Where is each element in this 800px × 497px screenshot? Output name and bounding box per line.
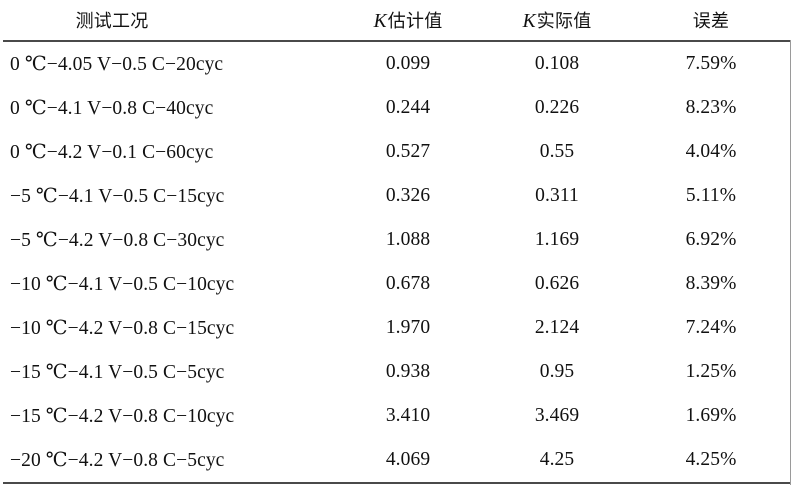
- cell-k-actual: 4.25: [483, 438, 631, 484]
- k-symbol-actual: K: [522, 11, 536, 32]
- cell-error: 8.23%: [685, 97, 737, 118]
- table-row: −10 ℃−4.2 V−0.8 C−15cyc 1.970 2.124 7.24%: [3, 306, 791, 350]
- cell-k-estimated: 0.326: [385, 185, 431, 206]
- column-header-k-actual-label: 实际值: [536, 11, 592, 32]
- cell-k-estimated: 1.970: [385, 317, 431, 338]
- table-body: 0 ℃−4.05 V−0.5 C−20cyc 0.099 0.108 7.59% 0 ℃…: [3, 41, 791, 484]
- cell-k-actual: 3.469: [534, 405, 580, 426]
- cell-condition: 0 ℃−4.2 V−0.1 C−60cyc: [10, 142, 214, 163]
- results-table: 测试工况 K估计值 K实际值 误差 0 ℃−4.05 V−0.5 C−20cyc…: [3, 0, 791, 484]
- cell-k-actual: 2.124: [534, 317, 580, 338]
- cell-error: 6.92%: [685, 229, 737, 250]
- table-right-border: [790, 40, 791, 485]
- cell-condition: −20 ℃−4.2 V−0.8 C−5cyc: [3, 438, 333, 484]
- table-row: 0 ℃−4.1 V−0.8 C−40cyc 0.244 0.226 8.23%: [3, 86, 791, 130]
- cell-error: 8.39%: [685, 273, 737, 294]
- column-header-condition: 测试工况: [3, 0, 333, 42]
- cell-condition: −5 ℃−4.2 V−0.8 C−30cyc: [10, 230, 225, 251]
- cell-error: 4.04%: [685, 141, 737, 162]
- cell-condition: −15 ℃−4.1 V−0.5 C−5cyc: [10, 362, 225, 383]
- cell-condition: −15 ℃−4.2 V−0.8 C−10cyc: [10, 406, 235, 427]
- cell-k-estimated: 0.099: [385, 53, 431, 74]
- column-header-condition-label: 测试工况: [75, 11, 149, 32]
- table-row: −15 ℃−4.2 V−0.8 C−10cyc 3.410 3.469 1.69%: [3, 394, 791, 438]
- table-row: −5 ℃−4.1 V−0.5 C−15cyc 0.326 0.311 5.11%: [3, 174, 791, 218]
- cell-condition: −10 ℃−4.2 V−0.8 C−15cyc: [10, 318, 235, 339]
- cell-k-actual: 1.169: [534, 229, 580, 250]
- cell-error: 7.24%: [685, 317, 737, 338]
- column-header-error: 误差: [631, 0, 791, 42]
- table-row: −10 ℃−4.1 V−0.5 C−10cyc 0.678 0.626 8.39%: [3, 262, 791, 306]
- column-header-k-estimated-label: 估计值: [387, 11, 443, 32]
- table-row: 0 ℃−4.2 V−0.1 C−60cyc 0.527 0.55 4.04%: [3, 130, 791, 174]
- k-symbol-estimated: K: [373, 11, 387, 32]
- header-row: 测试工况 K估计值 K实际值 误差: [3, 0, 791, 42]
- cell-k-actual: 0.311: [535, 185, 579, 206]
- cell-k-actual: 0.95: [539, 361, 575, 382]
- cell-k-actual: 0.626: [534, 273, 580, 294]
- table-row: −15 ℃−4.1 V−0.5 C−5cyc 0.938 0.95 1.25%: [3, 350, 791, 394]
- cell-k-estimated: 0.244: [385, 97, 431, 118]
- table-container: 测试工况 K估计值 K实际值 误差 0 ℃−4.05 V−0.5 C−20cyc…: [3, 0, 791, 497]
- table-row: −5 ℃−4.2 V−0.8 C−30cyc 1.088 1.169 6.92%: [3, 218, 791, 262]
- cell-condition: −5 ℃−4.1 V−0.5 C−15cyc: [10, 186, 225, 207]
- table-header: 测试工况 K估计值 K实际值 误差: [3, 0, 791, 42]
- cell-k-actual: 0.55: [539, 141, 575, 162]
- column-header-error-label: 误差: [692, 11, 730, 32]
- cell-error: 5.11%: [685, 185, 737, 206]
- cell-condition: −10 ℃−4.1 V−0.5 C−10cyc: [10, 274, 235, 295]
- cell-k-estimated: 0.938: [385, 361, 431, 382]
- column-header-k-actual: K实际值: [483, 0, 631, 42]
- cell-k-estimated: 0.678: [385, 273, 431, 294]
- cell-error: 1.25%: [685, 361, 737, 382]
- column-header-k-estimated: K估计值: [333, 0, 483, 42]
- cell-k-actual: 0.226: [534, 97, 580, 118]
- cell-k-estimated: 4.069: [333, 438, 483, 484]
- cell-k-estimated: 0.527: [385, 141, 431, 162]
- cell-k-estimated: 1.088: [385, 229, 431, 250]
- cell-k-estimated: 3.410: [385, 405, 431, 426]
- cell-condition: 0 ℃−4.1 V−0.8 C−40cyc: [10, 98, 214, 119]
- cell-error: 7.59%: [685, 53, 737, 74]
- cell-error: 4.25%: [631, 438, 791, 484]
- cell-error: 1.69%: [685, 405, 737, 426]
- table-row: 0 ℃−4.05 V−0.5 C−20cyc 0.099 0.108 7.59%: [3, 41, 791, 86]
- cell-condition: 0 ℃−4.05 V−0.5 C−20cyc: [10, 54, 224, 75]
- table-row: −20 ℃−4.2 V−0.8 C−5cyc 4.069 4.25 4.25%: [3, 438, 791, 484]
- cell-k-actual: 0.108: [534, 53, 580, 74]
